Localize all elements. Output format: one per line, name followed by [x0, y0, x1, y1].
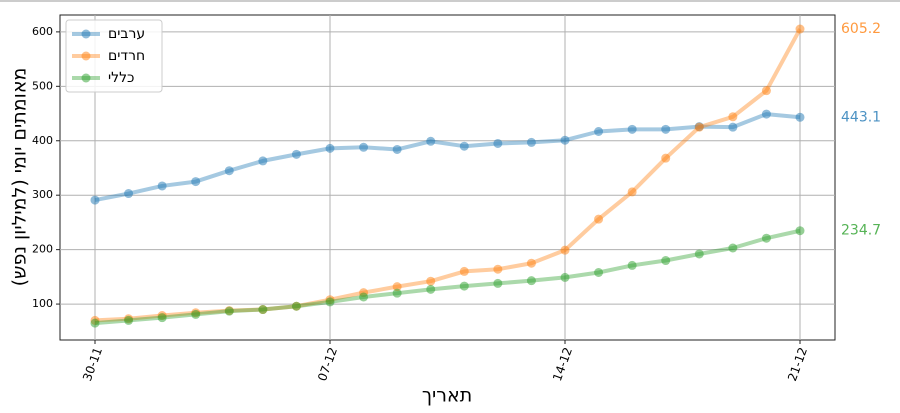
point: [157, 181, 167, 191]
y-tick-label: 500: [32, 79, 53, 92]
point: [291, 301, 301, 311]
legend-marker: [81, 29, 91, 39]
point: [191, 309, 201, 319]
point: [359, 292, 369, 302]
point: [90, 195, 100, 205]
point: [224, 306, 234, 316]
point: [560, 245, 570, 255]
y-tick-label: 600: [32, 25, 53, 38]
point: [627, 187, 637, 197]
point: [560, 135, 570, 145]
point: [795, 24, 805, 34]
y-tick-label: 400: [32, 134, 53, 147]
x-axis-label: תאריך: [422, 385, 472, 407]
point: [560, 272, 570, 282]
legend-box: [65, 19, 163, 93]
point: [694, 249, 704, 259]
point: [124, 189, 134, 199]
legend-label: ערבים: [108, 26, 145, 42]
point: [124, 315, 134, 325]
x-tick-label: 21-12: [785, 345, 810, 383]
point: [627, 124, 637, 134]
point: [90, 318, 100, 328]
point: [426, 284, 436, 294]
point: [694, 122, 704, 132]
end-value-label: 443.1: [841, 109, 881, 125]
point: [392, 288, 402, 298]
y-tick-label: 300: [32, 188, 53, 201]
point: [493, 264, 503, 274]
point: [526, 258, 536, 268]
point: [392, 282, 402, 292]
point: [594, 214, 604, 224]
point: [661, 256, 671, 266]
x-tick-label: 07-12: [315, 345, 340, 383]
point: [761, 109, 771, 119]
point: [258, 156, 268, 166]
point: [728, 112, 738, 122]
point: [426, 136, 436, 146]
point: [258, 305, 268, 315]
point: [493, 138, 503, 148]
point: [191, 177, 201, 187]
point: [526, 276, 536, 286]
y-tick-label: 100: [32, 297, 53, 310]
point: [594, 267, 604, 277]
legend-label: חרדים: [108, 48, 145, 64]
x-tick-label: 30-11: [80, 345, 105, 383]
point: [493, 278, 503, 288]
point: [795, 226, 805, 236]
point: [459, 281, 469, 291]
point: [728, 243, 738, 253]
y-axis-label: מאומתים יומי (למיליון נפש): [9, 68, 31, 287]
point: [359, 142, 369, 152]
point: [459, 141, 469, 151]
point: [526, 137, 536, 147]
point: [627, 260, 637, 270]
point: [291, 149, 301, 159]
x-tick-label: 14-12: [550, 345, 575, 383]
point: [728, 122, 738, 132]
point: [157, 313, 167, 323]
point: [325, 297, 335, 307]
y-tick-label: 200: [32, 243, 53, 256]
point: [325, 143, 335, 153]
end-value-label: 234.7: [841, 223, 881, 239]
series-line: [94, 112, 801, 203]
legend-label: כללי: [108, 70, 134, 86]
legend-marker: [81, 73, 91, 83]
point: [661, 124, 671, 134]
point: [426, 276, 436, 286]
point: [594, 126, 604, 136]
point: [661, 153, 671, 163]
point: [459, 266, 469, 276]
point: [761, 86, 771, 96]
legend-marker: [81, 51, 91, 61]
legend: ערבים חרדים כללי: [65, 19, 163, 93]
point: [224, 166, 234, 176]
point: [795, 112, 805, 122]
end-value-label: 605.2: [841, 21, 881, 37]
point: [761, 233, 771, 243]
series-line: [94, 228, 801, 326]
point: [392, 144, 402, 154]
plot-area: [59, 14, 836, 341]
series-line: [94, 28, 802, 323]
